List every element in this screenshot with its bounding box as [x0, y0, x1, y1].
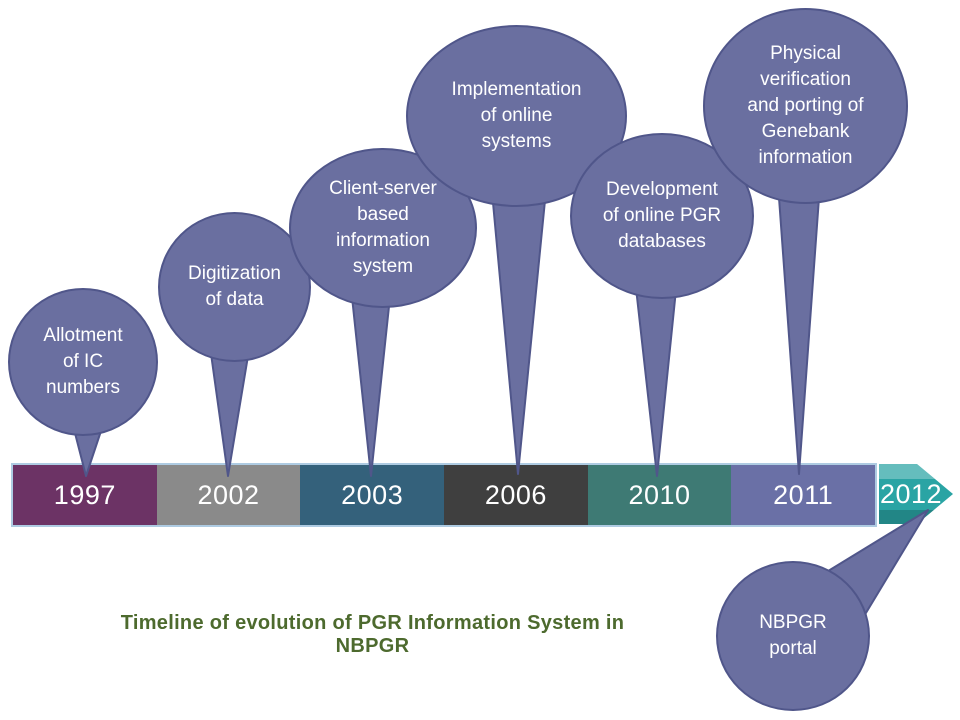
- balloon-text-line: Implementation: [451, 79, 582, 100]
- year-label-2012: 2012: [879, 478, 943, 509]
- arrow-year-2012: 2012: [878, 466, 944, 522]
- balloon-tail-2006: [489, 169, 549, 475]
- balloon-text-line: Allotment: [43, 325, 123, 346]
- balloon-text-line: based: [357, 204, 409, 225]
- timeline-bar: 1997 2002 2003 2006 2010 2011: [11, 463, 877, 527]
- balloon-text-line: numbers: [46, 377, 120, 398]
- balloon-physical-verification-genebank: Physical verification and porting of Gen…: [703, 8, 908, 204]
- balloon-text-line: Development: [606, 179, 718, 200]
- balloon-text-line: system: [352, 256, 414, 277]
- balloon-text-line: information: [336, 230, 430, 251]
- balloon-text-line: verification: [760, 69, 851, 90]
- year-label-1997: 1997: [53, 479, 116, 510]
- balloon-text-line: systems: [481, 131, 552, 152]
- balloon-text-line: Physical: [770, 43, 841, 64]
- balloon-text-line: and porting of: [747, 95, 864, 116]
- year-label-2006: 2006: [484, 479, 547, 510]
- arrow-highlight: [879, 464, 935, 479]
- balloon-allotment-ic-numbers: Allotment of IC numbers: [8, 288, 158, 436]
- balloon-development-pgr-databases: Development of online PGR databases: [570, 133, 754, 299]
- balloon-tail-2010: [633, 269, 679, 477]
- balloon-text-line: NBPGR: [759, 612, 827, 633]
- balloon-text-line: Digitization: [188, 263, 281, 284]
- timeline-segment-2006: 2006: [444, 465, 588, 525]
- balloon-nbpgr-portal: NBPGR portal: [716, 561, 870, 711]
- year-label-2011: 2011: [773, 479, 834, 510]
- balloon-text-line: of IC: [62, 351, 104, 372]
- balloon-text-line: Client-server: [329, 178, 437, 199]
- balloon-tail-2011: [776, 169, 822, 475]
- balloon-text-line: Genebank: [761, 121, 850, 142]
- balloon-text-line: portal: [769, 638, 817, 659]
- balloon-text-line: of online: [480, 105, 553, 126]
- balloon-digitization-of-data: Digitization of data: [158, 212, 311, 362]
- timeline-segment-2003: 2003: [300, 465, 445, 525]
- balloon-text-line: databases: [618, 231, 706, 252]
- year-label-2002: 2002: [197, 479, 260, 510]
- balloon-text-line: of data: [205, 289, 264, 310]
- year-label-2010: 2010: [628, 479, 691, 510]
- balloon-text-line: of online PGR: [602, 205, 722, 226]
- slide-caption: Timeline of evolution of PGR Information…: [120, 612, 625, 657]
- year-label-2003: 2003: [341, 479, 404, 510]
- timeline-segment-2011: 2011: [731, 465, 876, 525]
- timeline-segment-2010: 2010: [587, 465, 732, 525]
- balloon-text-line: information: [758, 147, 853, 168]
- timeline-arrow-2012: [879, 464, 953, 524]
